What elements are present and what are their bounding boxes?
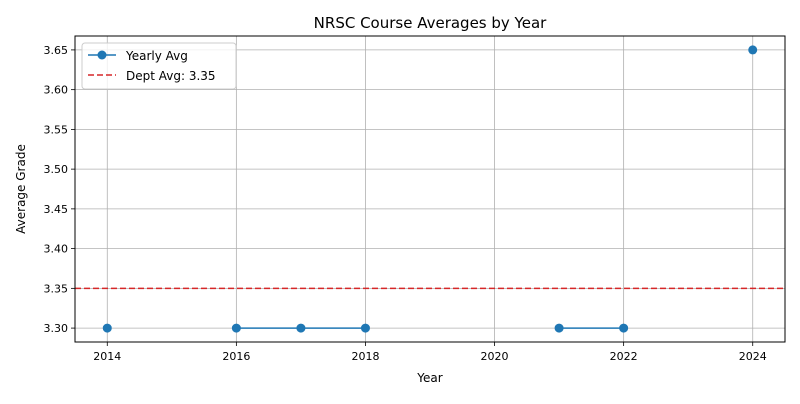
y-tick-label: 3.30 bbox=[44, 322, 69, 335]
y-tick-label: 3.55 bbox=[44, 123, 69, 136]
data-point bbox=[748, 45, 758, 55]
plot-frame bbox=[74, 35, 786, 343]
y-axis-label: Average Grade bbox=[14, 144, 28, 234]
chart-title: NRSC Course Averages by Year bbox=[314, 14, 547, 32]
legend-reference-label: Dept Avg: 3.35 bbox=[126, 69, 216, 83]
data-point bbox=[102, 323, 112, 333]
y-tick-label: 3.35 bbox=[44, 282, 69, 295]
legend-box bbox=[81, 42, 237, 90]
y-tick-label: 3.50 bbox=[44, 163, 69, 176]
data-point bbox=[360, 323, 370, 333]
data-point bbox=[554, 323, 564, 333]
legend: Yearly Avg Dept Avg: 3.35 bbox=[81, 42, 237, 90]
legend-series-label: Yearly Avg bbox=[125, 49, 188, 63]
x-axis-label: Year bbox=[416, 371, 442, 385]
data-point bbox=[231, 323, 241, 333]
data-point bbox=[619, 323, 629, 333]
y-tick-label: 3.40 bbox=[44, 243, 69, 256]
x-tick-label: 2018 bbox=[351, 350, 379, 363]
x-tick-label: 2016 bbox=[222, 350, 250, 363]
y-axis-ticks: 3.30 3.35 3.40 3.45 3.50 3.55 3.60 3.65 bbox=[44, 44, 75, 335]
x-tick-label: 2020 bbox=[481, 350, 509, 363]
series-layer bbox=[102, 45, 758, 333]
legend-series-marker bbox=[97, 50, 107, 60]
y-tick-label: 3.45 bbox=[44, 203, 69, 216]
x-axis-ticks: 2014 2016 2018 2020 2022 2024 bbox=[93, 342, 767, 363]
x-tick-label: 2014 bbox=[93, 350, 121, 363]
x-tick-label: 2024 bbox=[739, 350, 767, 363]
y-tick-label: 3.60 bbox=[44, 84, 69, 97]
data-point bbox=[296, 323, 306, 333]
y-tick-label: 3.65 bbox=[44, 44, 69, 57]
x-tick-label: 2022 bbox=[610, 350, 638, 363]
